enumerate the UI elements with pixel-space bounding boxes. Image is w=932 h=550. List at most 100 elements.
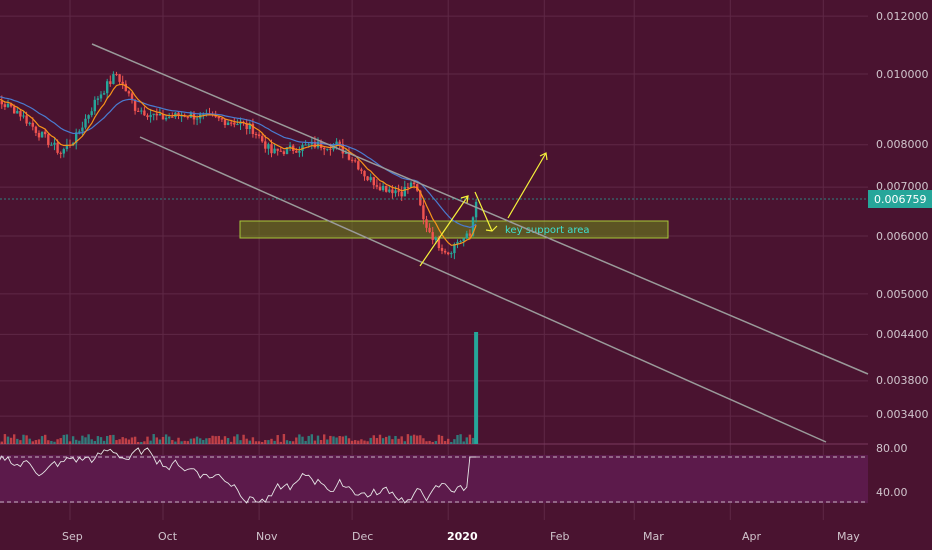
volume-bar bbox=[239, 440, 242, 444]
candle-body bbox=[357, 161, 360, 170]
volume-bar bbox=[412, 434, 416, 444]
volume-bar bbox=[28, 438, 31, 444]
candle-body bbox=[245, 123, 248, 130]
candle-body bbox=[462, 238, 465, 242]
volume-bar bbox=[295, 437, 298, 444]
rsi-axis[interactable]: 80.00 40.00 bbox=[876, 442, 908, 499]
volume-spike bbox=[474, 332, 479, 444]
candle-body bbox=[233, 122, 236, 125]
channel-upper-line[interactable] bbox=[91, 43, 869, 375]
volume-bar bbox=[409, 435, 413, 444]
volume-bar bbox=[171, 440, 174, 444]
volume-bar bbox=[391, 439, 394, 444]
volume-bar bbox=[192, 438, 196, 444]
candle-body bbox=[319, 141, 323, 148]
volume-bar bbox=[140, 441, 143, 444]
candle-body bbox=[146, 115, 149, 118]
volume-bar bbox=[459, 434, 462, 444]
candle-body bbox=[372, 177, 375, 186]
volume-bar bbox=[53, 441, 56, 444]
volume-bar bbox=[133, 436, 137, 444]
volume-bar bbox=[146, 436, 149, 444]
volume-bar bbox=[462, 441, 465, 444]
candle-body bbox=[468, 233, 472, 236]
volume-bar bbox=[347, 438, 351, 444]
volume-bar bbox=[177, 437, 180, 444]
volume-bar bbox=[47, 440, 50, 444]
volume-bar bbox=[223, 436, 227, 444]
volume-bar bbox=[357, 440, 360, 444]
candle-body bbox=[137, 110, 140, 112]
price-tick: 0.005000 bbox=[876, 288, 929, 301]
candle-body bbox=[177, 112, 180, 116]
candle-body bbox=[298, 150, 301, 153]
time-axis[interactable]: Sep Oct Nov Dec 2020 Feb Mar Apr May bbox=[62, 530, 860, 543]
candle-body bbox=[443, 250, 447, 253]
candle-body bbox=[143, 110, 146, 116]
volume-bar bbox=[0, 441, 3, 444]
volume-bar bbox=[248, 440, 251, 444]
candle-body bbox=[130, 93, 134, 101]
volume-bar bbox=[403, 441, 406, 444]
candle-body bbox=[388, 189, 391, 192]
volume-bar bbox=[310, 434, 313, 444]
volume-bar bbox=[366, 441, 369, 444]
volume-bar bbox=[220, 439, 224, 444]
volume-bar bbox=[236, 434, 239, 444]
volume-bar bbox=[143, 441, 146, 444]
volume-bar bbox=[183, 440, 186, 444]
volume-bar bbox=[419, 435, 422, 444]
candle-body bbox=[223, 119, 227, 126]
volume-bar bbox=[31, 441, 34, 444]
price-tick: 0.006000 bbox=[876, 230, 929, 243]
volume-bar bbox=[388, 435, 391, 444]
volume-bar bbox=[251, 437, 255, 444]
candle-body bbox=[186, 116, 189, 118]
time-tick: May bbox=[837, 530, 860, 543]
support-zone[interactable] bbox=[239, 220, 669, 239]
candle-body bbox=[53, 142, 56, 145]
last-price-badge bbox=[868, 190, 932, 208]
volume-bar bbox=[121, 437, 124, 444]
channel-lower-line[interactable] bbox=[139, 136, 827, 443]
candle-body bbox=[425, 219, 428, 228]
volume-bar bbox=[152, 434, 155, 444]
volume-bar bbox=[199, 438, 202, 444]
candle-body bbox=[99, 94, 103, 99]
candle-body bbox=[239, 122, 242, 125]
volume-bar bbox=[363, 440, 366, 444]
volume-bar bbox=[112, 434, 115, 444]
arrow-up-1 bbox=[419, 195, 469, 267]
candle-body bbox=[406, 186, 410, 188]
candle-body bbox=[236, 124, 239, 126]
volume-bar bbox=[9, 437, 13, 444]
time-tick: 2020 bbox=[447, 530, 478, 543]
volume-bar bbox=[443, 441, 447, 444]
volume-bar bbox=[78, 440, 81, 444]
volume-bar bbox=[202, 439, 205, 444]
volume-bar bbox=[164, 434, 168, 444]
candle-body bbox=[450, 253, 453, 255]
candle-body bbox=[161, 113, 165, 120]
volume-bar bbox=[282, 434, 286, 444]
candle-body bbox=[164, 117, 168, 120]
candle-body bbox=[75, 132, 78, 144]
candle-body bbox=[149, 114, 152, 118]
volume-bar bbox=[127, 439, 131, 444]
time-tick: Nov bbox=[256, 530, 278, 543]
volume-bar bbox=[416, 435, 419, 444]
candle-body bbox=[220, 118, 224, 120]
volume-bar bbox=[245, 438, 248, 444]
volume-bar bbox=[450, 441, 453, 444]
volume-bar bbox=[341, 436, 344, 444]
volume-bar bbox=[400, 436, 403, 444]
candle-body bbox=[40, 131, 44, 138]
candle-body bbox=[158, 113, 162, 116]
projection-arrows[interactable] bbox=[419, 152, 548, 267]
volume-bar bbox=[81, 435, 84, 444]
price-axis[interactable]: 0.012000 0.010000 0.008000 0.007000 0.00… bbox=[868, 10, 932, 421]
candle-body bbox=[288, 145, 292, 148]
candle-body bbox=[434, 237, 437, 241]
